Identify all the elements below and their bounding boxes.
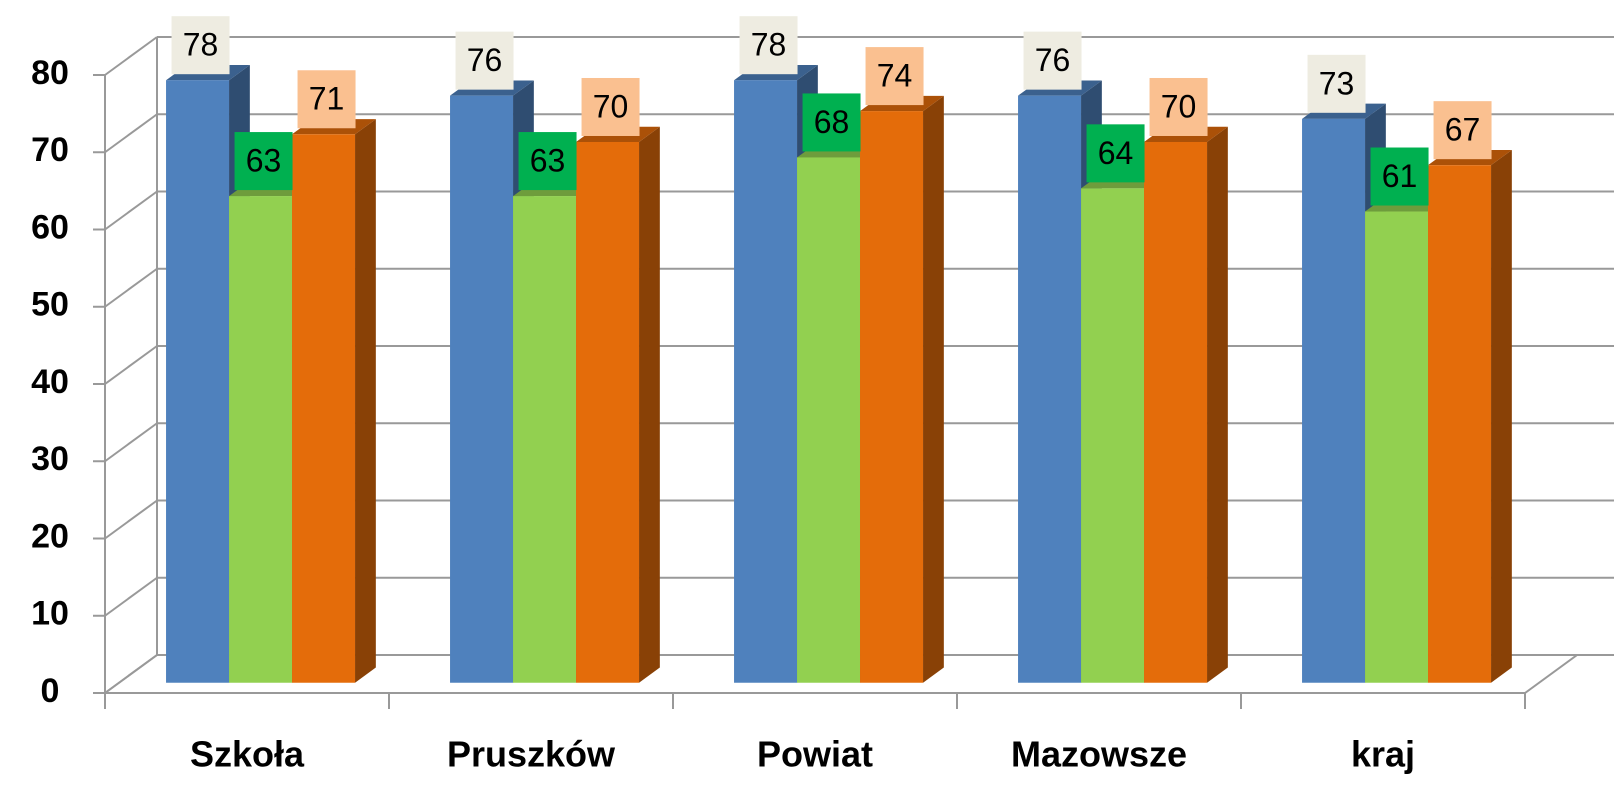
bar: [229, 196, 293, 683]
bar-side: [355, 119, 376, 683]
data-label: 64: [1098, 135, 1134, 171]
grid-line-side: [104, 267, 158, 308]
data-label: 71: [309, 81, 345, 117]
bar: [292, 134, 356, 683]
bar: [576, 141, 640, 683]
bar: [860, 111, 924, 683]
x-tick-label: Mazowsze: [1011, 734, 1187, 775]
data-label-box: [455, 31, 514, 90]
grid-line-side: [104, 190, 158, 231]
grid-line-side: [104, 422, 158, 463]
bar: [513, 196, 577, 683]
bar-side: [923, 95, 944, 683]
bar-side: [639, 126, 660, 683]
data-label: 74: [877, 58, 913, 94]
bar-side: [1491, 149, 1512, 683]
data-label-box: [297, 70, 356, 129]
bar: [734, 80, 798, 683]
y-tick-label: 10: [31, 595, 69, 633]
data-label-box: [865, 47, 924, 106]
data-label-box: [739, 16, 798, 75]
bar: [166, 80, 230, 683]
y-tick-label: 20: [31, 517, 69, 555]
data-label-box: [1086, 124, 1145, 183]
y-tick-label: 60: [31, 208, 69, 246]
data-label: 76: [1035, 42, 1071, 78]
data-label: 76: [467, 42, 503, 78]
data-label: 70: [593, 88, 629, 124]
x-tick-label: Powiat: [757, 734, 873, 775]
grid-line-side: [104, 36, 158, 76]
data-label: 63: [246, 143, 282, 179]
bar: [1081, 188, 1145, 683]
x-tick-label: kraj: [1351, 734, 1415, 775]
data-label-box: [518, 132, 577, 191]
bar: [1144, 141, 1208, 683]
data-label-box: [1370, 147, 1429, 206]
y-tick-label: 50: [31, 286, 69, 324]
data-label-box: [802, 93, 861, 152]
x-tick-label: Pruszków: [447, 734, 616, 775]
grid-line-side: [104, 654, 158, 694]
grid-line-side: [104, 576, 158, 617]
data-label-box: [234, 132, 293, 191]
grid-line-side: [104, 345, 158, 385]
data-label: 61: [1382, 158, 1418, 194]
data-label: 73: [1319, 65, 1355, 101]
data-label: 63: [530, 143, 566, 179]
grid-line-side: [104, 113, 158, 154]
x-tick-label: Szkoła: [190, 734, 305, 775]
bar: [1018, 95, 1082, 683]
y-tick-label: 70: [31, 131, 69, 169]
grid-line-side: [104, 499, 158, 540]
data-label-box: [1149, 77, 1208, 136]
bar: [1302, 118, 1366, 683]
data-label-box: [1433, 101, 1492, 160]
data-label: 78: [183, 27, 219, 63]
bar: [450, 95, 514, 683]
bar: [797, 157, 861, 683]
data-label-box: [581, 77, 640, 136]
data-label: 68: [814, 104, 850, 140]
data-label: 70: [1161, 88, 1197, 124]
data-label-box: [171, 16, 230, 75]
bar-side: [1207, 126, 1228, 683]
y-tick-label: 30: [31, 440, 69, 478]
bar: [1365, 211, 1429, 683]
data-label: 78: [751, 27, 787, 63]
y-tick-label: 0: [41, 672, 60, 710]
data-label: 67: [1445, 112, 1481, 148]
bar: [1428, 165, 1492, 683]
y-tick-label: 80: [31, 54, 69, 92]
data-label-box: [1023, 31, 1082, 90]
data-label-box: [1307, 54, 1366, 113]
y-tick-label: 40: [31, 363, 69, 401]
